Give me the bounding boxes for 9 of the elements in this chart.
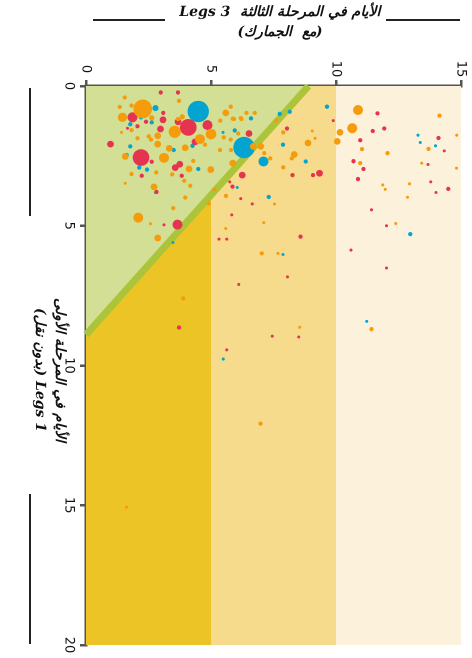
y-tick-label: 0	[62, 82, 77, 90]
x-tick-label: 10	[328, 60, 344, 78]
y-tick-label: 15	[62, 496, 77, 514]
y-tick-label: 20	[62, 636, 77, 654]
x-tick-label: 5	[204, 64, 219, 74]
x-tick-label: 0	[78, 64, 94, 74]
x-axis-title: الأيام في المرحلة الثالثة Legs 3 (مع الجمارك)	[178, 2, 383, 42]
x-tick-label: 15	[454, 60, 469, 78]
y-tick-label: 5	[62, 222, 77, 230]
